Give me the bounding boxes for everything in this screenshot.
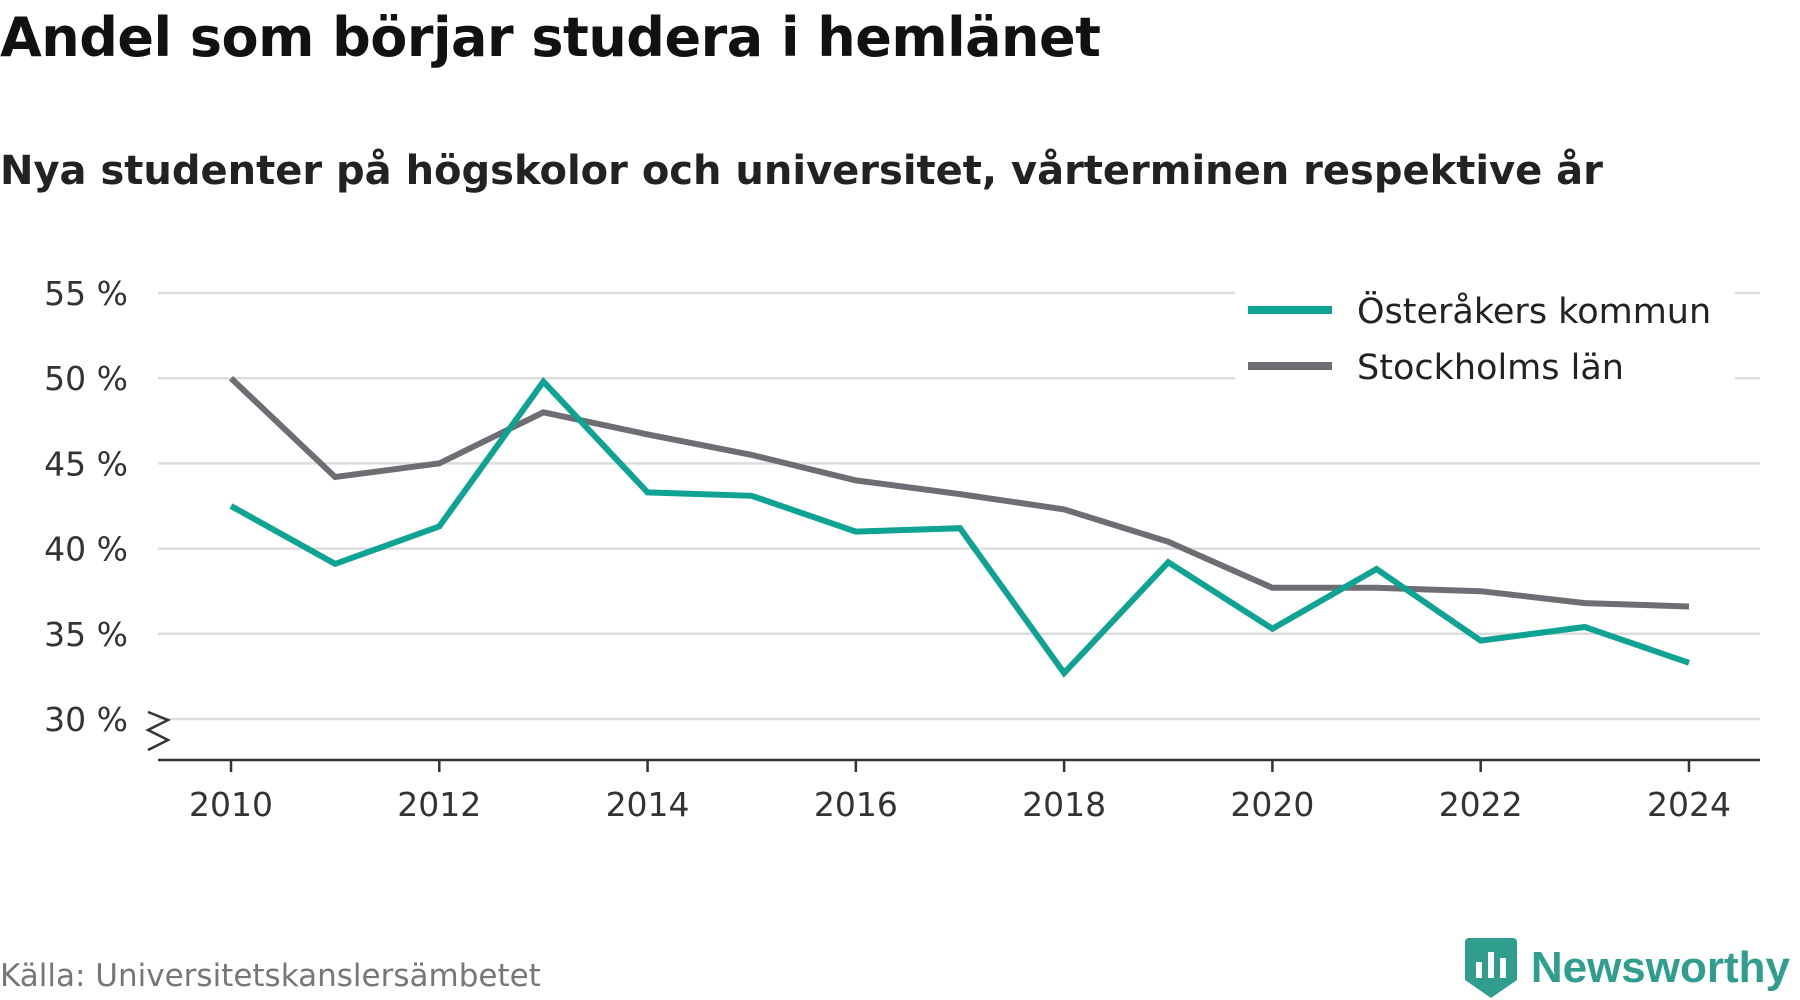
- y-tick-label: 45 %: [44, 444, 128, 483]
- x-tick-label: 2022: [1439, 785, 1523, 824]
- chart-title: Andel som börjar studera i hemlänet: [0, 6, 1101, 69]
- x-tick-label: 2020: [1230, 785, 1314, 824]
- series-lines: [228, 376, 1690, 678]
- x-tick-label: 2010: [189, 785, 273, 824]
- series-line: [229, 376, 1690, 678]
- brand-logo[interactable]: Newsworthy: [1464, 938, 1790, 998]
- x-tick-label: 2012: [397, 785, 481, 824]
- y-tick-label: 40 %: [44, 530, 128, 569]
- x-tick-label: 2018: [1022, 785, 1106, 824]
- y-tick-label: 50 %: [44, 359, 128, 398]
- source-note: Källa: Universitetskanslersämbetet: [0, 958, 541, 994]
- x-axis-ticks: 2010 2012 2014 2016 2018 2020 2022 2024: [189, 760, 1731, 824]
- legend-label-osteraker: Österåkers kommun: [1357, 290, 1711, 332]
- axis-break-icon: [145, 710, 172, 752]
- y-tick-label: 55 %: [44, 274, 128, 313]
- series-line: [228, 376, 1690, 610]
- y-tick-label: 35 %: [44, 615, 128, 654]
- legend: Österåkers kommun Stockholms län: [1235, 270, 1735, 390]
- y-tick-label: 30 %: [44, 700, 128, 739]
- legend-label-stockholm: Stockholms län: [1357, 348, 1624, 388]
- newsworthy-logo-icon: [1464, 938, 1517, 998]
- x-tick-label: 2024: [1647, 785, 1731, 824]
- y-axis-labels: 30 % 35 % 40 % 45 % 50 % 55 %: [44, 274, 128, 739]
- brand-name: Newsworthy: [1530, 943, 1790, 992]
- x-tick-label: 2014: [606, 785, 690, 824]
- x-tick-label: 2016: [814, 785, 898, 824]
- chart-subtitle: Nya studenter på högskolor och universit…: [0, 148, 1603, 194]
